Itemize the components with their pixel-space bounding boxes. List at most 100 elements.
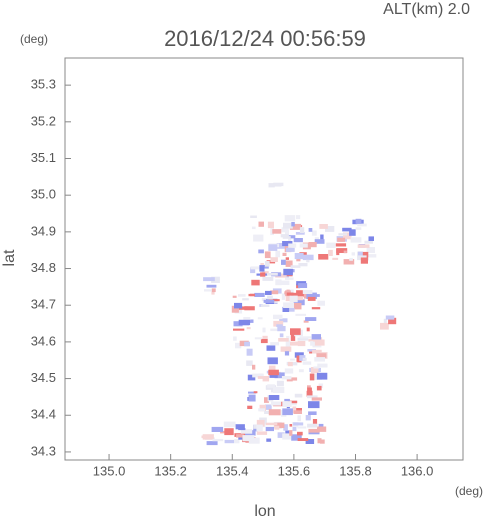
echo-cell <box>314 357 325 362</box>
y-tick-label: 35.3 <box>31 77 56 92</box>
echo-cell <box>307 385 311 389</box>
echo-cell <box>268 395 280 400</box>
echo-cell <box>364 240 373 244</box>
echo-cell <box>286 377 293 382</box>
echo-cell <box>298 263 308 267</box>
echo-cell <box>270 290 279 295</box>
echo-cell <box>234 302 243 309</box>
echo-cell <box>295 313 307 316</box>
echo-cell <box>275 250 281 258</box>
echo-cell <box>261 271 269 274</box>
echo-cell <box>349 257 353 261</box>
echo-cell <box>357 223 367 227</box>
echo-cell <box>247 405 253 409</box>
radar-echo <box>201 182 397 446</box>
echo-cell <box>212 438 224 442</box>
echo-cell <box>326 242 336 248</box>
echo-cell <box>293 410 302 414</box>
y-unit: (deg) <box>20 32 48 46</box>
echo-cell <box>311 307 321 310</box>
echo-cell <box>270 401 282 406</box>
echo-cell <box>238 437 243 440</box>
echo-cell <box>282 408 293 416</box>
echo-cell <box>268 369 279 376</box>
echo-cell <box>343 250 347 254</box>
echo-cell <box>232 295 237 298</box>
echo-cell <box>307 349 316 352</box>
echo-cell <box>269 299 280 302</box>
echo-cell <box>282 252 287 256</box>
echo-cell <box>285 430 290 434</box>
echo-cell <box>292 424 297 432</box>
echo-cell <box>336 248 348 253</box>
echo-cell <box>264 404 272 410</box>
echo-cell <box>285 340 291 347</box>
echo-cell <box>332 257 339 260</box>
echo-cell <box>284 368 294 374</box>
y-tick-label: 34.7 <box>31 297 56 312</box>
echo-cell <box>296 258 301 262</box>
echo-cell <box>259 265 265 272</box>
echo-cell <box>366 247 375 253</box>
echo-cell <box>277 326 286 332</box>
echo-cell <box>260 304 270 307</box>
echo-cell <box>302 357 307 361</box>
echo-cell <box>265 290 272 295</box>
echo-cell <box>244 306 255 311</box>
echo-cell <box>285 229 290 235</box>
echo-cell <box>273 387 285 393</box>
echo-cell <box>250 266 262 270</box>
echo-cell <box>274 299 278 304</box>
echo-cell <box>262 276 274 281</box>
echo-cell <box>238 428 246 431</box>
echo-cell <box>360 257 368 264</box>
echo-cell <box>238 306 248 310</box>
echo-cell <box>282 241 293 247</box>
echo-cell <box>286 292 294 296</box>
echo-cell <box>235 424 245 430</box>
x-tick-label: 135.2 <box>154 463 187 478</box>
echo-cell <box>311 334 321 340</box>
echo-cell <box>258 221 264 227</box>
echo-cell <box>270 328 280 332</box>
echo-cell <box>283 268 293 276</box>
echo-cell <box>284 351 290 356</box>
y-tick-label: 35.0 <box>31 187 56 202</box>
echo-cell <box>316 385 322 391</box>
echo-cell <box>250 267 256 274</box>
echo-cell <box>251 226 256 230</box>
echo-cell <box>257 376 267 379</box>
echo-cell <box>319 224 328 229</box>
echo-cell <box>308 401 320 409</box>
echo-cell <box>269 372 278 378</box>
echo-cell <box>309 373 315 381</box>
echo-cell <box>267 384 275 388</box>
echo-cell <box>294 393 303 398</box>
echo-cell <box>314 339 325 346</box>
echo-cell <box>265 422 278 426</box>
echo-cell <box>256 424 263 431</box>
echo-cell <box>234 439 240 444</box>
echo-cell <box>350 237 362 243</box>
echo-cell <box>285 247 295 252</box>
echo-cell <box>259 404 266 412</box>
echo-cell <box>246 360 253 366</box>
echo-cell <box>233 328 245 331</box>
echo-cell <box>281 259 286 265</box>
echo-cell <box>351 252 355 256</box>
y-tick-label: 34.3 <box>31 443 56 458</box>
echo-cell <box>287 400 298 404</box>
echo-cell <box>252 373 264 378</box>
y-axis-label: lat <box>1 249 18 266</box>
echo-cell <box>206 441 218 446</box>
x-tick-label: 135.6 <box>278 463 311 478</box>
echo-cell <box>293 238 303 243</box>
echo-cell <box>316 372 328 380</box>
echo-cell <box>282 306 290 312</box>
echo-cell <box>292 406 297 414</box>
echo-cell <box>320 234 324 240</box>
echo-cell <box>274 425 280 430</box>
echo-cell <box>314 294 320 297</box>
echo-cell <box>297 337 309 341</box>
